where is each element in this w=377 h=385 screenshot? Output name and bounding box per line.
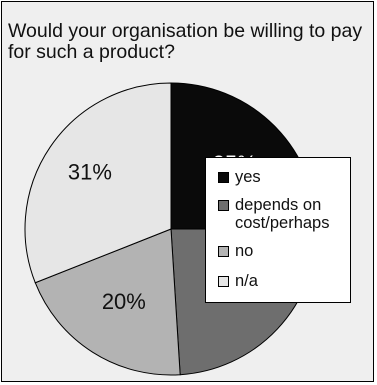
- legend-item-na: n/a: [218, 272, 258, 290]
- legend-item-no: no: [218, 242, 253, 260]
- slice-label-na: 31%: [68, 160, 112, 185]
- legend-label-yes: yes: [235, 168, 261, 186]
- legend-label-depends: depends on cost/perhaps: [235, 196, 330, 232]
- pie-slice-no: [34, 228, 181, 376]
- legend-label-no: no: [235, 242, 254, 260]
- legend-swatch-yes: [218, 172, 229, 183]
- legend: yes depends on cost/perhaps no n/a: [205, 157, 351, 303]
- legend-item-depends: depends on cost/perhaps: [218, 196, 329, 232]
- pie-slice-na: [24, 82, 172, 284]
- legend-swatch-depends: [218, 200, 229, 211]
- legend-label-na: n/a: [235, 272, 258, 290]
- chart-title: Would your organisation be willing to pa…: [8, 20, 363, 63]
- legend-swatch-na: [218, 276, 229, 287]
- slice-label-no: 20%: [102, 289, 146, 314]
- legend-swatch-no: [218, 246, 229, 257]
- legend-item-yes: yes: [218, 168, 261, 186]
